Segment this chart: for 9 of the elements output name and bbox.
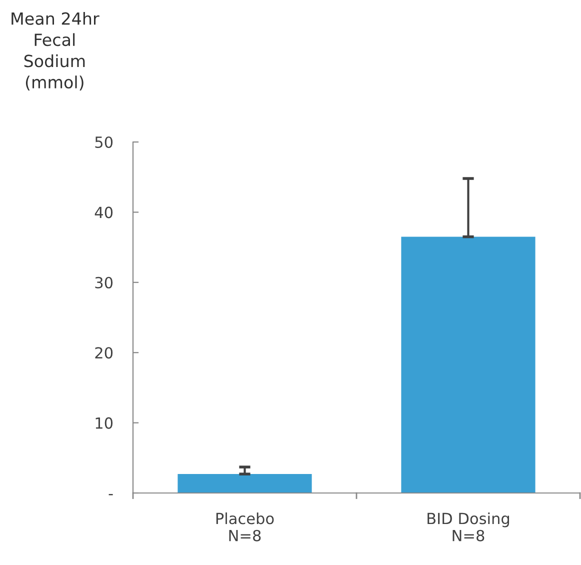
y-tick-label: - [108,494,113,496]
y-tick-label: 40 [94,206,113,218]
x-tick-label: Placebo N=8 [216,512,274,542]
y-tick-label: 10 [96,417,113,429]
y-tick-label: 20 [95,347,113,359]
y-axis-title: Mean 24hr Fecal Sodium (mmol) [12,12,100,90]
y-tick-label: 50 [95,136,113,148]
y-tick-label: 30 [95,276,113,288]
x-tick-label: BID Dosing N=8 [428,512,510,542]
